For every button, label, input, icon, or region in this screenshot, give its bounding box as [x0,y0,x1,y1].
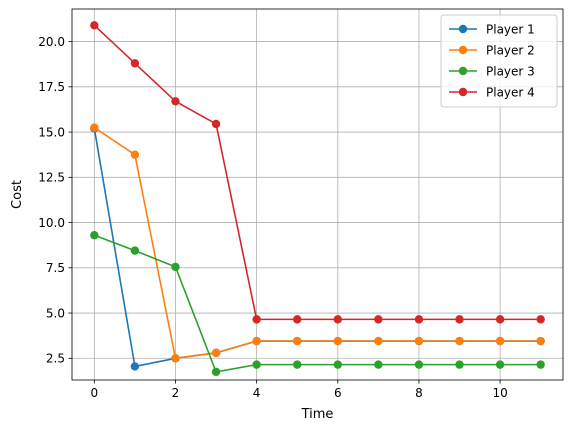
y-axis-ticks: 2.5 5.0 7.5 10.0 12.5 15.0 17.5 20.0 [38,35,72,366]
data-point [414,315,424,324]
data-point [293,336,302,346]
data-point [536,315,545,324]
x-tick-label: 8 [415,386,423,400]
data-point [495,336,505,346]
legend-item: Player 1 [449,22,535,36]
legend-marker [458,24,468,34]
y-tick-label: 5.0 [46,306,65,320]
data-point [130,362,140,371]
data-point [374,315,383,324]
data-point [90,231,99,240]
data-point [414,336,424,346]
data-point [536,360,545,369]
series-line [94,234,541,373]
axes-frame [71,8,564,381]
data-point [293,315,302,324]
data-point [495,360,505,369]
legend-label: Player 1 [486,22,535,36]
data-point [171,262,180,272]
legend-marker [458,87,468,97]
data-point [130,59,140,68]
legend-box [440,14,558,108]
series-line [93,24,541,321]
x-tick-label: 2 [172,386,180,400]
y-tick-label: 2.5 [46,352,65,366]
data-point [130,150,140,159]
x-tick-label: 10 [492,386,507,400]
data-point [333,336,342,346]
y-tick-label: 10.0 [38,216,65,230]
y-tick-label: 20.0 [38,35,65,49]
legend-label: Player 3 [486,64,535,78]
data-point [536,336,545,346]
x-tick-label: 4 [253,386,261,400]
data-point [252,315,261,324]
series-line [93,126,541,360]
x-axis-ticks: 0 2 4 6 8 10 [90,380,508,400]
x-tick-label: 6 [334,386,342,400]
legend-marker [458,45,468,55]
data-point [333,360,342,369]
data-point [211,348,221,358]
data-point [374,360,383,369]
data-point [90,123,99,132]
y-tick-label: 7.5 [46,261,65,275]
data-point [90,21,99,30]
data-point [171,97,180,106]
series-player-4 [90,21,545,324]
series-player-2 [90,123,545,363]
legend-item: Player 4 [449,85,535,99]
y-tick-label: 17.5 [38,80,65,94]
y-tick-label: 12.5 [38,171,65,185]
legend-marker [458,66,468,76]
data-point [211,119,221,129]
series-player-3 [90,231,545,377]
data-point [414,360,424,369]
data-point [455,336,464,346]
data-point [252,360,261,369]
legend-item: Player 3 [449,64,535,78]
data-point [495,315,505,324]
data-point [455,360,464,369]
data-point [130,246,140,255]
data-point [455,315,464,324]
series-layer [90,21,545,377]
y-tick-label: 15.0 [38,125,65,139]
x-axis-label: Time [301,407,334,422]
legend: Player 1 Player 2 Player 3 Player 4 [440,14,558,108]
x-tick-label: 0 [90,386,98,400]
data-point [333,315,342,324]
data-point [171,354,180,363]
data-point [293,360,302,369]
y-axis-label: Cost [10,180,25,209]
data-point [211,367,221,377]
legend-item: Player 2 [449,43,535,57]
data-point [374,336,383,346]
legend-label: Player 2 [486,43,535,57]
data-point [252,336,261,346]
legend-label: Player 4 [486,85,535,99]
